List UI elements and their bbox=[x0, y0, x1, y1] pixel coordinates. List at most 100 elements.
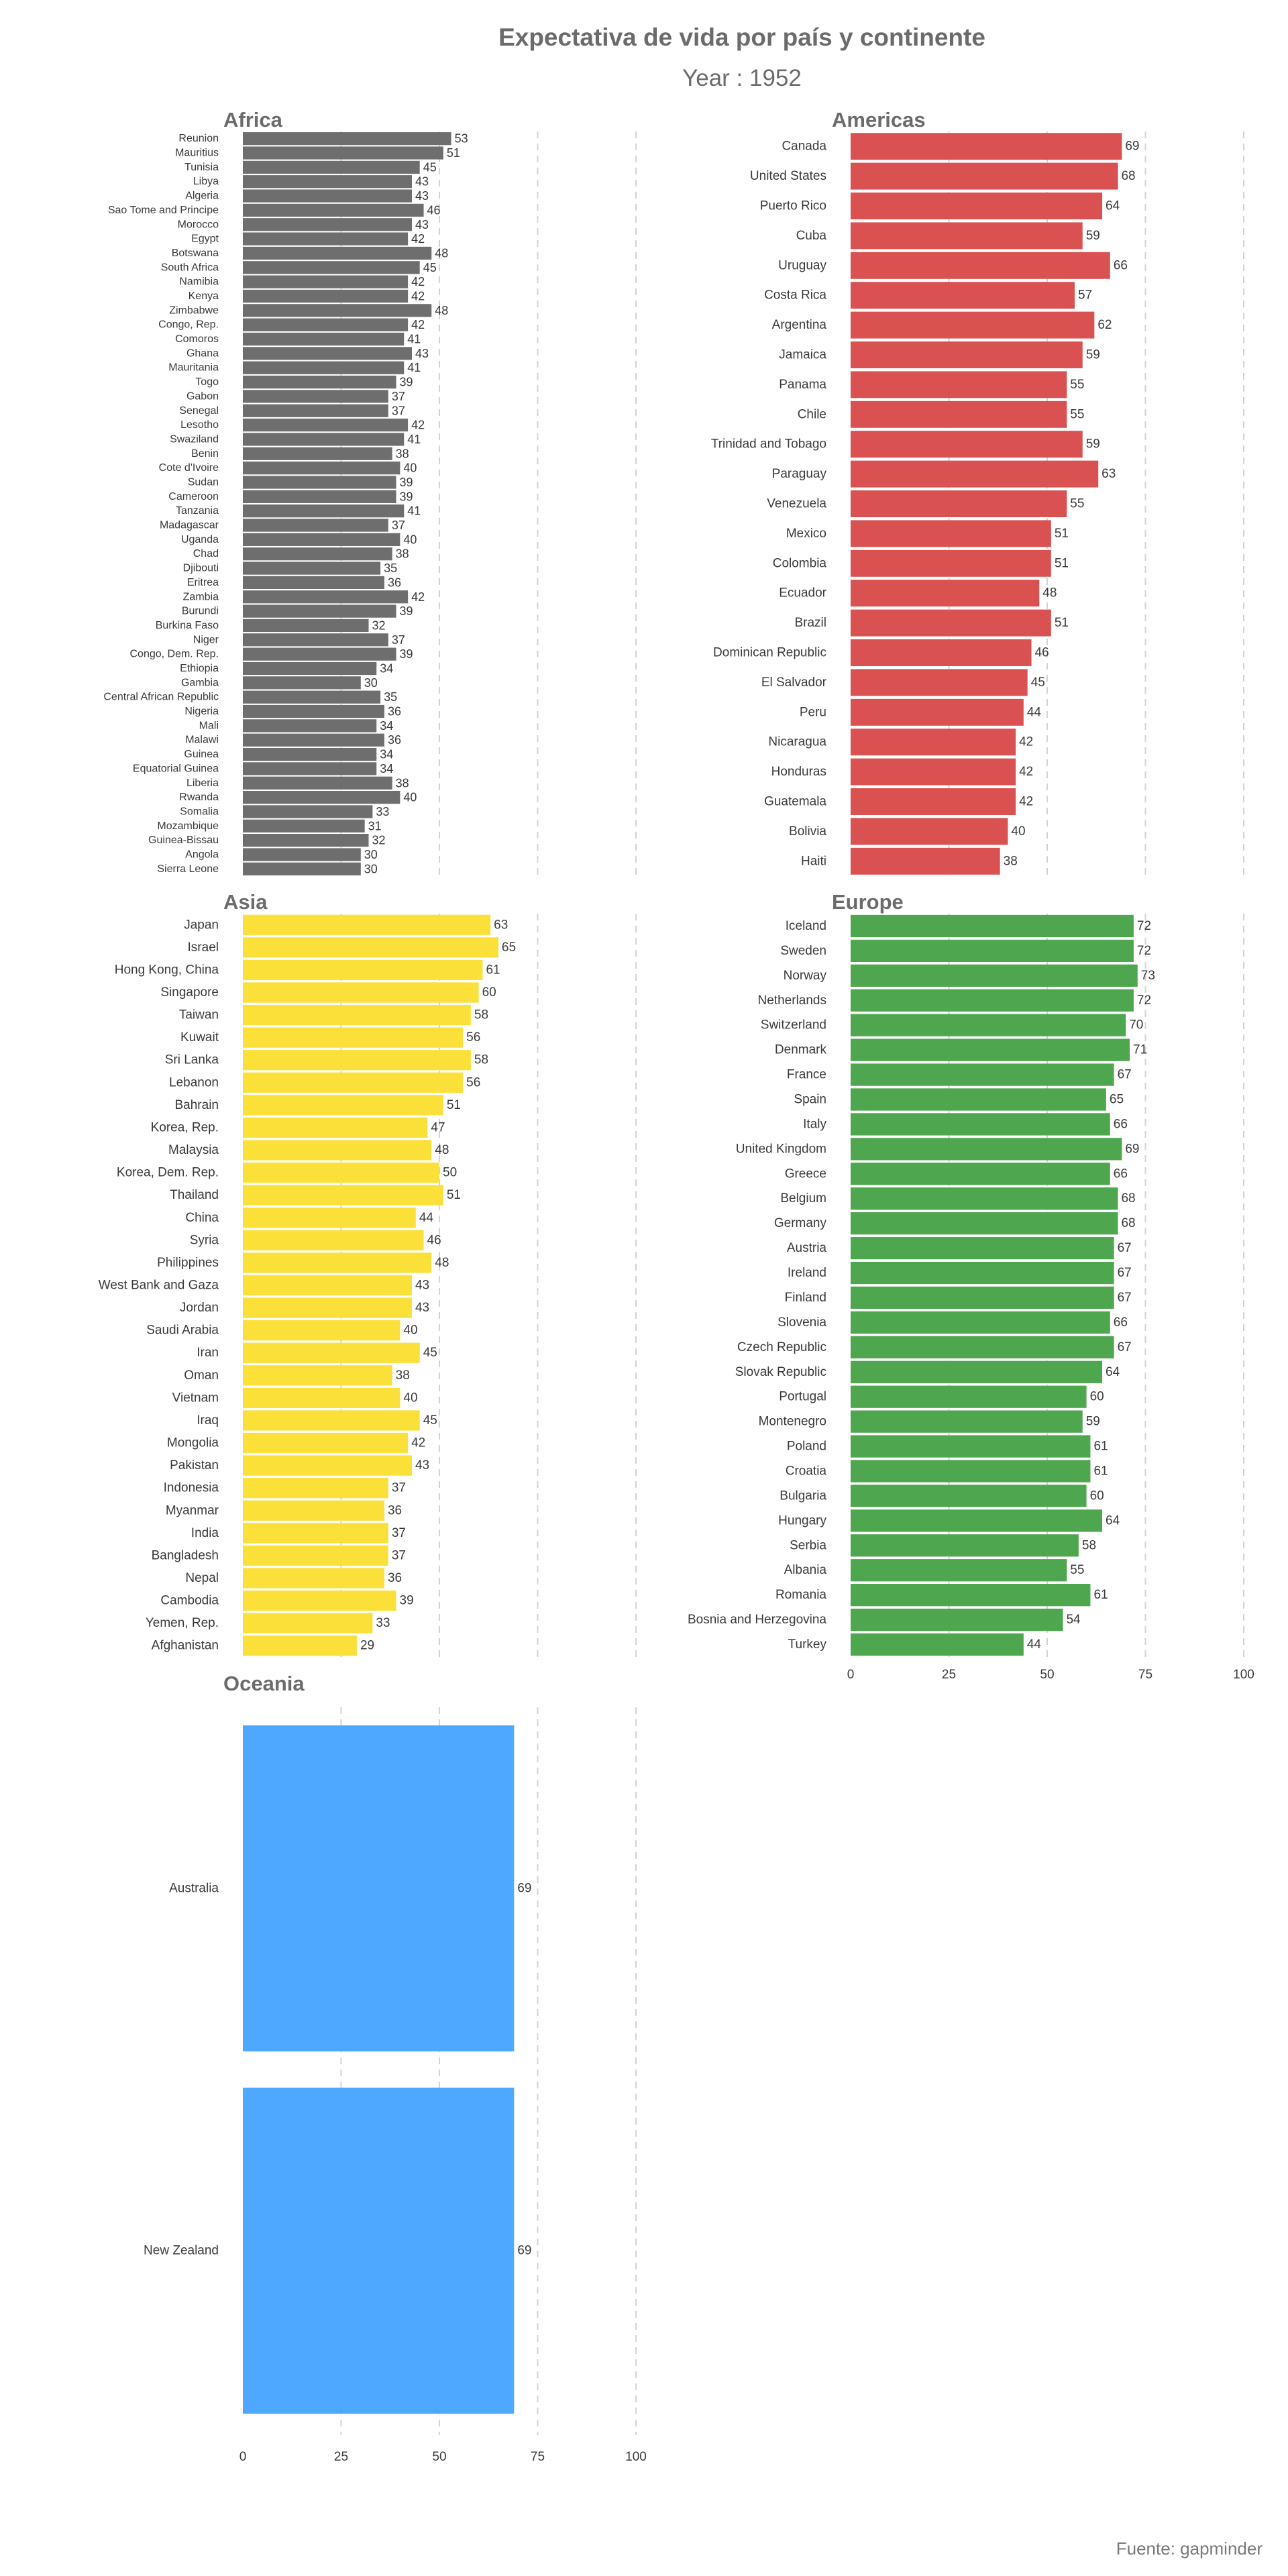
value-label: 68 bbox=[1121, 169, 1135, 183]
bar bbox=[851, 133, 1122, 160]
category-label: Haiti bbox=[801, 854, 826, 868]
bar bbox=[243, 862, 361, 875]
bar bbox=[851, 818, 1008, 845]
bar bbox=[851, 788, 1016, 815]
category-label: Botswana bbox=[172, 248, 219, 259]
bar bbox=[243, 914, 491, 935]
category-label: Burundi bbox=[182, 606, 219, 617]
category-label: Lesotho bbox=[180, 419, 219, 431]
value-label: 37 bbox=[392, 1481, 406, 1495]
value-label: 38 bbox=[396, 776, 409, 790]
bar bbox=[243, 776, 392, 790]
category-label: Kenya bbox=[189, 290, 219, 302]
value-label: 51 bbox=[1055, 527, 1069, 541]
category-label: Spain bbox=[794, 1093, 826, 1107]
category-label: Bahrain bbox=[175, 1098, 219, 1112]
value-label: 61 bbox=[1093, 1440, 1108, 1454]
category-label: Namibia bbox=[179, 276, 219, 288]
bar bbox=[243, 1365, 392, 1386]
bar bbox=[851, 698, 1024, 726]
value-label: 59 bbox=[1086, 437, 1100, 451]
panel-europe: Europe Iceland 72 Sweden 72 Norway 73 Netherlan… bbox=[688, 890, 1254, 1682]
bar bbox=[243, 719, 377, 733]
bar bbox=[243, 1252, 432, 1273]
bar bbox=[851, 1435, 1091, 1458]
value-label: 60 bbox=[1090, 1489, 1104, 1503]
bar bbox=[243, 175, 412, 189]
value-label: 42 bbox=[1019, 795, 1033, 809]
category-label: Sao Tome and Principe bbox=[108, 205, 219, 216]
category-label: Nicaragua bbox=[768, 735, 826, 749]
value-label: 40 bbox=[403, 791, 417, 804]
category-label: Djibouti bbox=[183, 563, 219, 574]
bar bbox=[243, 937, 498, 958]
value-label: 40 bbox=[1011, 824, 1025, 839]
category-label: Angola bbox=[185, 849, 219, 860]
category-label: Gambia bbox=[181, 677, 219, 688]
category-label: Benin bbox=[191, 448, 219, 460]
category-label: Poland bbox=[787, 1440, 826, 1454]
value-label: 41 bbox=[407, 504, 421, 518]
value-label: 46 bbox=[1035, 646, 1049, 660]
category-label: Vietnam bbox=[172, 1391, 219, 1405]
bar bbox=[851, 1038, 1130, 1061]
value-label: 69 bbox=[1125, 1142, 1139, 1156]
bar bbox=[243, 1342, 420, 1363]
bar bbox=[851, 1460, 1091, 1483]
value-label: 36 bbox=[388, 1571, 402, 1585]
bar bbox=[851, 1485, 1087, 1507]
value-label: 44 bbox=[419, 1211, 434, 1225]
bar bbox=[851, 460, 1099, 488]
value-label: 45 bbox=[423, 261, 437, 274]
category-label: Oman bbox=[184, 1368, 219, 1383]
bar bbox=[243, 1275, 412, 1296]
value-label: 44 bbox=[1027, 1638, 1042, 1652]
value-label: 54 bbox=[1066, 1613, 1081, 1627]
value-label: 58 bbox=[1082, 1538, 1096, 1552]
value-label: 66 bbox=[1114, 1117, 1128, 1131]
bar bbox=[243, 1004, 471, 1026]
value-label: 39 bbox=[400, 1594, 414, 1608]
value-label: 72 bbox=[1137, 944, 1151, 958]
x-tick-label: 50 bbox=[432, 2450, 446, 2464]
value-label: 51 bbox=[1055, 556, 1069, 570]
value-label: 59 bbox=[1086, 1415, 1100, 1429]
value-label: 38 bbox=[396, 1368, 410, 1383]
bar bbox=[243, 1095, 443, 1116]
category-label: New Zealand bbox=[144, 2244, 219, 2258]
value-label: 29 bbox=[360, 1639, 374, 1653]
category-label: Malawi bbox=[185, 735, 219, 746]
bar bbox=[851, 1608, 1063, 1631]
value-label: 68 bbox=[1121, 1191, 1135, 1205]
panel-title: Africa bbox=[223, 108, 283, 131]
value-label: 67 bbox=[1118, 1340, 1132, 1354]
category-label: Denmark bbox=[775, 1043, 827, 1057]
bar bbox=[243, 1410, 420, 1431]
category-label: Chad bbox=[193, 548, 219, 559]
x-tick-label: 100 bbox=[625, 2450, 647, 2464]
bar bbox=[243, 848, 361, 861]
category-label: Indonesia bbox=[164, 1481, 219, 1495]
value-label: 45 bbox=[423, 160, 437, 174]
value-label: 37 bbox=[392, 404, 405, 417]
bar bbox=[243, 733, 384, 747]
category-label: Czech Republic bbox=[737, 1340, 826, 1354]
value-label: 67 bbox=[1118, 1266, 1132, 1280]
value-label: 60 bbox=[482, 985, 496, 1000]
value-label: 45 bbox=[1031, 676, 1045, 690]
value-label: 58 bbox=[474, 1008, 488, 1022]
value-label: 67 bbox=[1118, 1291, 1132, 1305]
bar bbox=[243, 1072, 464, 1093]
category-label: Argentina bbox=[772, 318, 827, 332]
value-label: 73 bbox=[1141, 969, 1155, 983]
bar bbox=[851, 669, 1028, 696]
value-label: 62 bbox=[1097, 318, 1112, 332]
value-label: 45 bbox=[423, 1413, 437, 1428]
value-label: 43 bbox=[415, 218, 429, 231]
x-tick-label: 0 bbox=[239, 2450, 247, 2464]
category-label: France bbox=[787, 1068, 826, 1082]
value-label: 48 bbox=[435, 304, 448, 317]
value-label: 60 bbox=[1090, 1390, 1104, 1404]
x-tick-label: 0 bbox=[847, 1668, 855, 1682]
category-label: Guinea bbox=[184, 749, 219, 760]
